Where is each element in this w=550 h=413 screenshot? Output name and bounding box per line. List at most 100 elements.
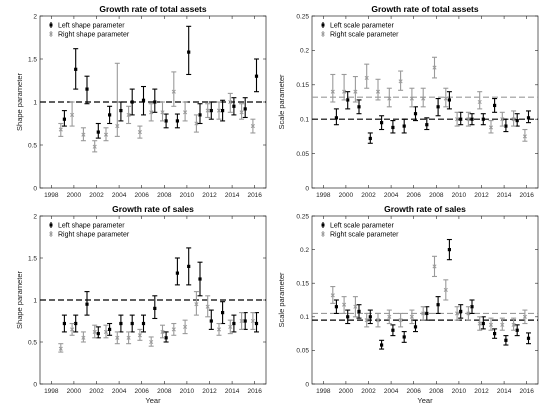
data-point	[421, 311, 426, 316]
data-point	[375, 89, 381, 94]
data-point	[137, 333, 142, 338]
legend-marker-point	[49, 32, 53, 36]
x-tick-label: 1998	[44, 192, 59, 199]
data-point	[85, 87, 89, 91]
y-tick-label: 0.15	[296, 281, 309, 288]
data-point	[488, 322, 494, 327]
data-point	[447, 248, 451, 252]
x-tick-label: 2000	[67, 192, 82, 199]
x-tick-label: 2010	[180, 192, 195, 199]
data-point	[380, 121, 384, 125]
data-point	[175, 271, 179, 275]
data-point	[103, 132, 109, 137]
data-point	[232, 321, 236, 326]
data-point	[221, 109, 225, 113]
x-tick-label: 2014	[225, 192, 240, 199]
legend-marker-point	[321, 23, 325, 27]
data-point	[368, 315, 372, 319]
data-point	[153, 306, 157, 310]
y-tick-label: 1	[33, 297, 37, 304]
data-point	[228, 99, 233, 105]
data-point	[413, 112, 418, 116]
data-point	[353, 304, 358, 309]
x-tick-label: 2000	[67, 388, 82, 395]
data-point	[443, 287, 448, 292]
x-tick-label: 2010	[452, 192, 467, 199]
data-point	[187, 50, 191, 54]
legend-marker-point	[321, 223, 325, 227]
data-point	[447, 98, 451, 102]
data-point	[504, 124, 508, 128]
data-point	[141, 98, 146, 102]
data-point	[183, 324, 188, 329]
y-tick-label: 0.5	[28, 142, 37, 149]
data-point	[239, 318, 244, 324]
x-tick-label: 2014	[225, 388, 240, 395]
data-point	[409, 96, 414, 101]
data-point	[346, 315, 350, 319]
data-point	[470, 117, 474, 121]
y-tick-label: 0	[33, 185, 37, 192]
data-point	[342, 89, 347, 94]
y-tick-label: 2	[33, 213, 37, 220]
data-point	[455, 311, 460, 316]
data-point	[115, 124, 120, 129]
data-point	[126, 112, 131, 117]
data-point	[413, 325, 418, 329]
y-tick-label: 0.05	[296, 151, 309, 158]
data-point	[254, 321, 259, 326]
data-point	[477, 99, 482, 105]
y-tick-label: 0.1	[300, 314, 309, 321]
data-point	[364, 75, 369, 80]
x-tick-label: 2016	[247, 388, 262, 395]
x-tick-label: 2014	[497, 192, 512, 199]
data-point	[221, 311, 225, 315]
data-point	[391, 328, 395, 332]
data-point	[160, 329, 165, 334]
legend-marker-point	[321, 32, 325, 36]
data-point	[96, 130, 100, 134]
data-point	[92, 144, 97, 149]
data-point	[149, 110, 154, 115]
data-point	[58, 127, 63, 132]
data-point	[511, 117, 516, 122]
data-point	[216, 327, 222, 332]
series-1	[333, 91, 531, 144]
x-tick-label: 2016	[519, 388, 534, 395]
data-point	[459, 117, 463, 121]
x-tick-label: 2010	[180, 388, 195, 395]
data-point	[232, 104, 236, 108]
data-point	[522, 314, 527, 319]
data-point	[243, 319, 247, 323]
y-tick-label: 0.25	[296, 13, 309, 20]
y-axis-label: Shape parameter	[15, 73, 24, 131]
data-point	[436, 105, 440, 109]
x-tick-label: 2016	[247, 192, 262, 199]
x-tick-label: 2004	[112, 192, 127, 199]
data-point	[387, 96, 392, 101]
data-point	[126, 335, 131, 340]
data-point	[466, 311, 471, 316]
y-tick-label: 0.5	[28, 339, 37, 346]
data-point	[81, 132, 86, 137]
data-point	[470, 305, 474, 309]
data-point	[375, 318, 381, 323]
data-point	[85, 302, 89, 306]
data-point	[364, 318, 369, 323]
data-point	[511, 322, 516, 327]
data-point	[130, 321, 134, 326]
data-point	[183, 110, 188, 115]
panel-1: Growth rate of total assets 1998 2000 2002 2…	[15, 4, 267, 199]
data-point	[239, 110, 244, 115]
y-tick-label: 1.5	[28, 56, 37, 63]
data-point	[515, 328, 519, 332]
data-point	[70, 327, 75, 332]
x-tick-label: 2008	[429, 192, 444, 199]
y-tick-label: 0	[33, 381, 37, 388]
x-tick-label: 2000	[339, 192, 354, 199]
y-tick-label: 0.2	[300, 247, 309, 254]
x-tick-label: 2016	[519, 192, 534, 199]
data-point	[421, 96, 426, 101]
legend-label: Right shape parameter	[58, 32, 130, 39]
x-axis-label: Year	[417, 396, 433, 405]
